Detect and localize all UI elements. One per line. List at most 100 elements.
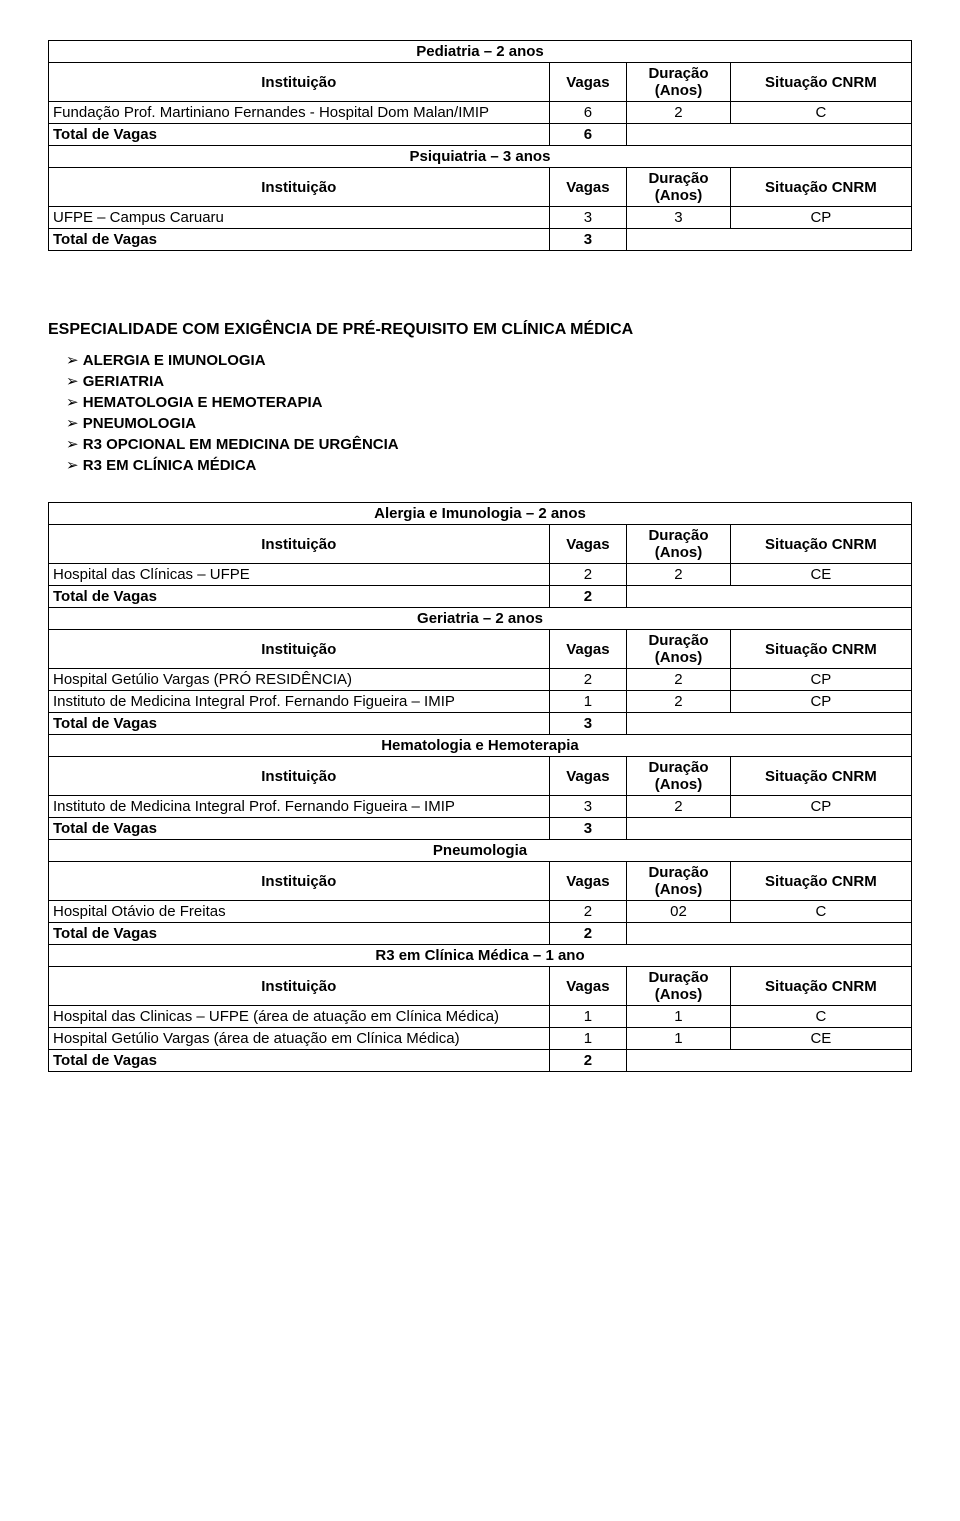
total-value: 2	[549, 1050, 627, 1072]
cell-inst: Instituto de Medicina Integral Prof. Fer…	[49, 796, 550, 818]
cell-dur: 3	[627, 207, 731, 229]
total-label: Total de Vagas	[49, 586, 550, 608]
col-header-vagas: Vagas	[549, 630, 627, 669]
col-header-situacao: Situação CNRM	[730, 757, 911, 796]
total-value: 2	[549, 923, 627, 945]
total-row: Total de Vagas 3	[49, 229, 912, 251]
col-header-duracao: Duração (Anos)	[627, 630, 731, 669]
total-row: Total de Vagas 2	[49, 923, 912, 945]
cell-inst: Hospital Getúlio Vargas (área de atuação…	[49, 1028, 550, 1050]
table-row: Instituto de Medicina Integral Prof. Fer…	[49, 796, 912, 818]
col-header-duracao: Duração (Anos)	[627, 757, 731, 796]
table-row: Instituto de Medicina Integral Prof. Fer…	[49, 691, 912, 713]
cell-vagas: 1	[549, 1028, 627, 1050]
cell-dur: 1	[627, 1028, 731, 1050]
cell-sit: C	[730, 102, 911, 124]
cell-inst: Instituto de Medicina Integral Prof. Fer…	[49, 691, 550, 713]
table-specialties: Alergia e Imunologia – 2 anos Instituiçã…	[48, 502, 912, 1072]
col-header-situacao: Situação CNRM	[730, 862, 911, 901]
section-header-geriatria: Geriatria – 2 anos	[49, 608, 912, 630]
spec-item: GERIATRIA	[66, 372, 912, 390]
cell-inst: Hospital das Clinicas – UFPE (área de at…	[49, 1006, 550, 1028]
table-row: Hospital das Clinicas – UFPE (área de at…	[49, 1006, 912, 1028]
col-header-duracao: Duração (Anos)	[627, 525, 731, 564]
cell-vagas: 2	[549, 564, 627, 586]
col-header-vagas: Vagas	[549, 757, 627, 796]
col-header-situacao: Situação CNRM	[730, 63, 911, 102]
total-blank	[627, 586, 912, 608]
spec-item: R3 EM CLÍNICA MÉDICA	[66, 456, 912, 474]
cell-dur: 2	[627, 669, 731, 691]
table-pediatria-psiquiatria: Pediatria – 2 anos Instituição Vagas Dur…	[48, 40, 912, 251]
cell-vagas: 2	[549, 669, 627, 691]
cell-dur: 2	[627, 102, 731, 124]
spec-item: ALERGIA E IMUNOLOGIA	[66, 351, 912, 369]
col-header-duracao: Duração (Anos)	[627, 168, 731, 207]
col-header-duracao: Duração (Anos)	[627, 862, 731, 901]
cell-vagas: 3	[549, 207, 627, 229]
col-header-situacao: Situação CNRM	[730, 967, 911, 1006]
cell-inst: Hospital das Clínicas – UFPE	[49, 564, 550, 586]
total-row: Total de Vagas 3	[49, 713, 912, 735]
cell-inst: Hospital Otávio de Freitas	[49, 901, 550, 923]
col-header-instituicao: Instituição	[49, 525, 550, 564]
col-header-vagas: Vagas	[549, 967, 627, 1006]
cell-vagas: 1	[549, 691, 627, 713]
section-header-alergia: Alergia e Imunologia – 2 anos	[49, 503, 912, 525]
section-header-pediatria: Pediatria – 2 anos	[49, 41, 912, 63]
col-header-instituicao: Instituição	[49, 630, 550, 669]
col-header-instituicao: Instituição	[49, 967, 550, 1006]
spec-item: PNEUMOLOGIA	[66, 414, 912, 432]
total-label: Total de Vagas	[49, 124, 550, 146]
total-value: 3	[549, 229, 627, 251]
section-header-hematologia: Hematologia e Hemoterapia	[49, 735, 912, 757]
cell-dur: 2	[627, 691, 731, 713]
table-row: Hospital Getúlio Vargas (área de atuação…	[49, 1028, 912, 1050]
cell-dur: 2	[627, 564, 731, 586]
total-value: 3	[549, 818, 627, 840]
table-row: Hospital Otávio de Freitas 2 02 C	[49, 901, 912, 923]
col-header-vagas: Vagas	[549, 168, 627, 207]
cell-vagas: 1	[549, 1006, 627, 1028]
cell-sit: CP	[730, 207, 911, 229]
col-header-duracao: Duração (Anos)	[627, 63, 731, 102]
spec-item: R3 OPCIONAL EM MEDICINA DE URGÊNCIA	[66, 435, 912, 453]
total-blank	[627, 229, 912, 251]
cell-sit: CP	[730, 691, 911, 713]
col-header-situacao: Situação CNRM	[730, 525, 911, 564]
col-header-instituicao: Instituição	[49, 168, 550, 207]
total-blank	[627, 923, 912, 945]
total-label: Total de Vagas	[49, 923, 550, 945]
total-blank	[627, 713, 912, 735]
total-label: Total de Vagas	[49, 818, 550, 840]
total-label: Total de Vagas	[49, 229, 550, 251]
col-header-duracao: Duração (Anos)	[627, 967, 731, 1006]
total-value: 6	[549, 124, 627, 146]
total-blank	[627, 818, 912, 840]
col-header-vagas: Vagas	[549, 63, 627, 102]
cell-inst: Fundação Prof. Martiniano Fernandes - Ho…	[49, 102, 550, 124]
col-header-situacao: Situação CNRM	[730, 630, 911, 669]
cell-inst: UFPE – Campus Caruaru	[49, 207, 550, 229]
total-row: Total de Vagas 3	[49, 818, 912, 840]
spec-section-heading: ESPECIALIDADE COM EXIGÊNCIA DE PRÉ-REQUI…	[48, 321, 912, 339]
table-row: Hospital das Clínicas – UFPE 2 2 CE	[49, 564, 912, 586]
spec-item: HEMATOLOGIA E HEMOTERAPIA	[66, 393, 912, 411]
cell-inst: Hospital Getúlio Vargas (PRÓ RESIDÊNCIA)	[49, 669, 550, 691]
cell-sit: C	[730, 901, 911, 923]
col-header-vagas: Vagas	[549, 525, 627, 564]
col-header-instituicao: Instituição	[49, 63, 550, 102]
cell-vagas: 6	[549, 102, 627, 124]
cell-dur: 1	[627, 1006, 731, 1028]
cell-vagas: 2	[549, 901, 627, 923]
total-value: 3	[549, 713, 627, 735]
cell-dur: 2	[627, 796, 731, 818]
total-blank	[627, 124, 912, 146]
cell-sit: CP	[730, 669, 911, 691]
table-row: Fundação Prof. Martiniano Fernandes - Ho…	[49, 102, 912, 124]
total-blank	[627, 1050, 912, 1072]
total-row: Total de Vagas 6	[49, 124, 912, 146]
total-label: Total de Vagas	[49, 713, 550, 735]
table-row: Hospital Getúlio Vargas (PRÓ RESIDÊNCIA)…	[49, 669, 912, 691]
cell-dur: 02	[627, 901, 731, 923]
